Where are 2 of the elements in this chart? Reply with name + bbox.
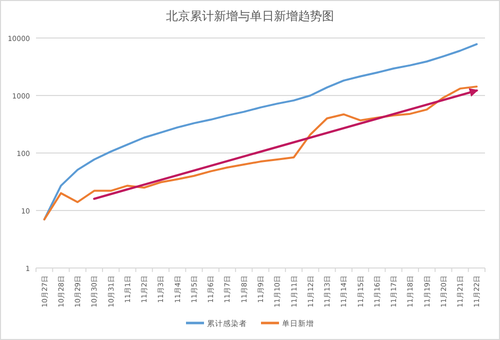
chart-title: 北京累计新增与单日新增趋势图 [166,9,334,23]
line-series [43,86,478,220]
